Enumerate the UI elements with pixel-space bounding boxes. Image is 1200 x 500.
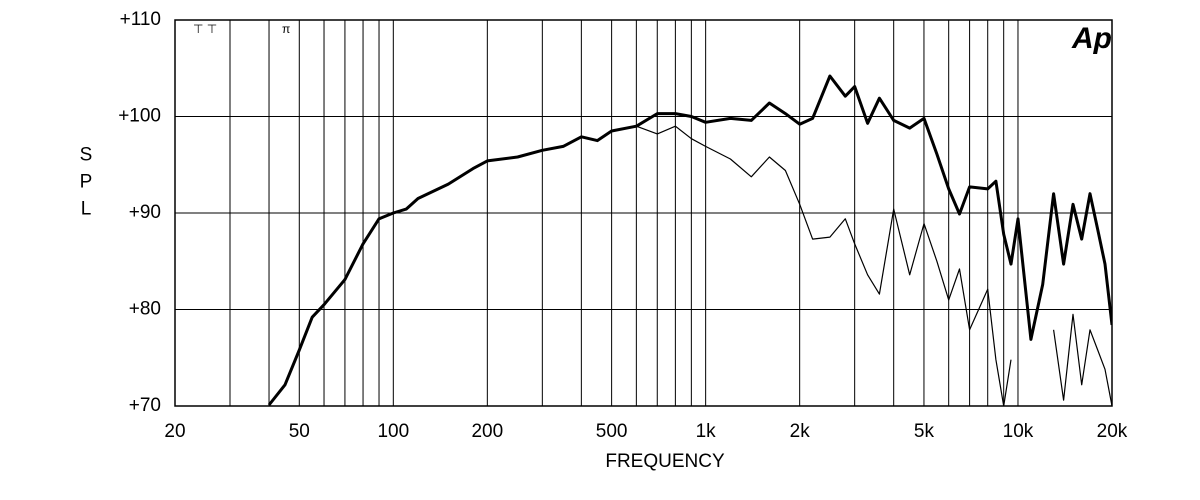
x-tick-label: 5k <box>914 421 935 442</box>
x-tick-label: 20 <box>164 421 185 442</box>
y-axis-label: SPL <box>76 145 97 226</box>
x-tick-label: 1k <box>696 421 717 442</box>
y-tick-label: +70 <box>129 395 161 416</box>
logo: Ap <box>1071 22 1112 55</box>
y-tick-label: +90 <box>129 202 161 223</box>
line-series <box>267 74 1112 406</box>
marker: ⊤ ⊤ <box>193 22 217 36</box>
x-tick-label: 500 <box>596 421 628 442</box>
x-tick-label: 20k <box>1097 421 1128 442</box>
line-series <box>268 125 1112 406</box>
x-axis-label: FREQUENCY <box>605 451 725 472</box>
y-tick-label: +80 <box>129 299 161 320</box>
y-tick-label: +110 <box>120 9 161 30</box>
x-tick-label: 100 <box>377 421 409 442</box>
y-tick-label: +100 <box>118 106 161 127</box>
x-tick-label: 50 <box>289 421 310 442</box>
x-tick-label: 10k <box>1003 421 1034 442</box>
marker: π <box>282 22 290 36</box>
x-tick-label: 200 <box>471 421 503 442</box>
x-tick-label: 2k <box>790 421 811 442</box>
